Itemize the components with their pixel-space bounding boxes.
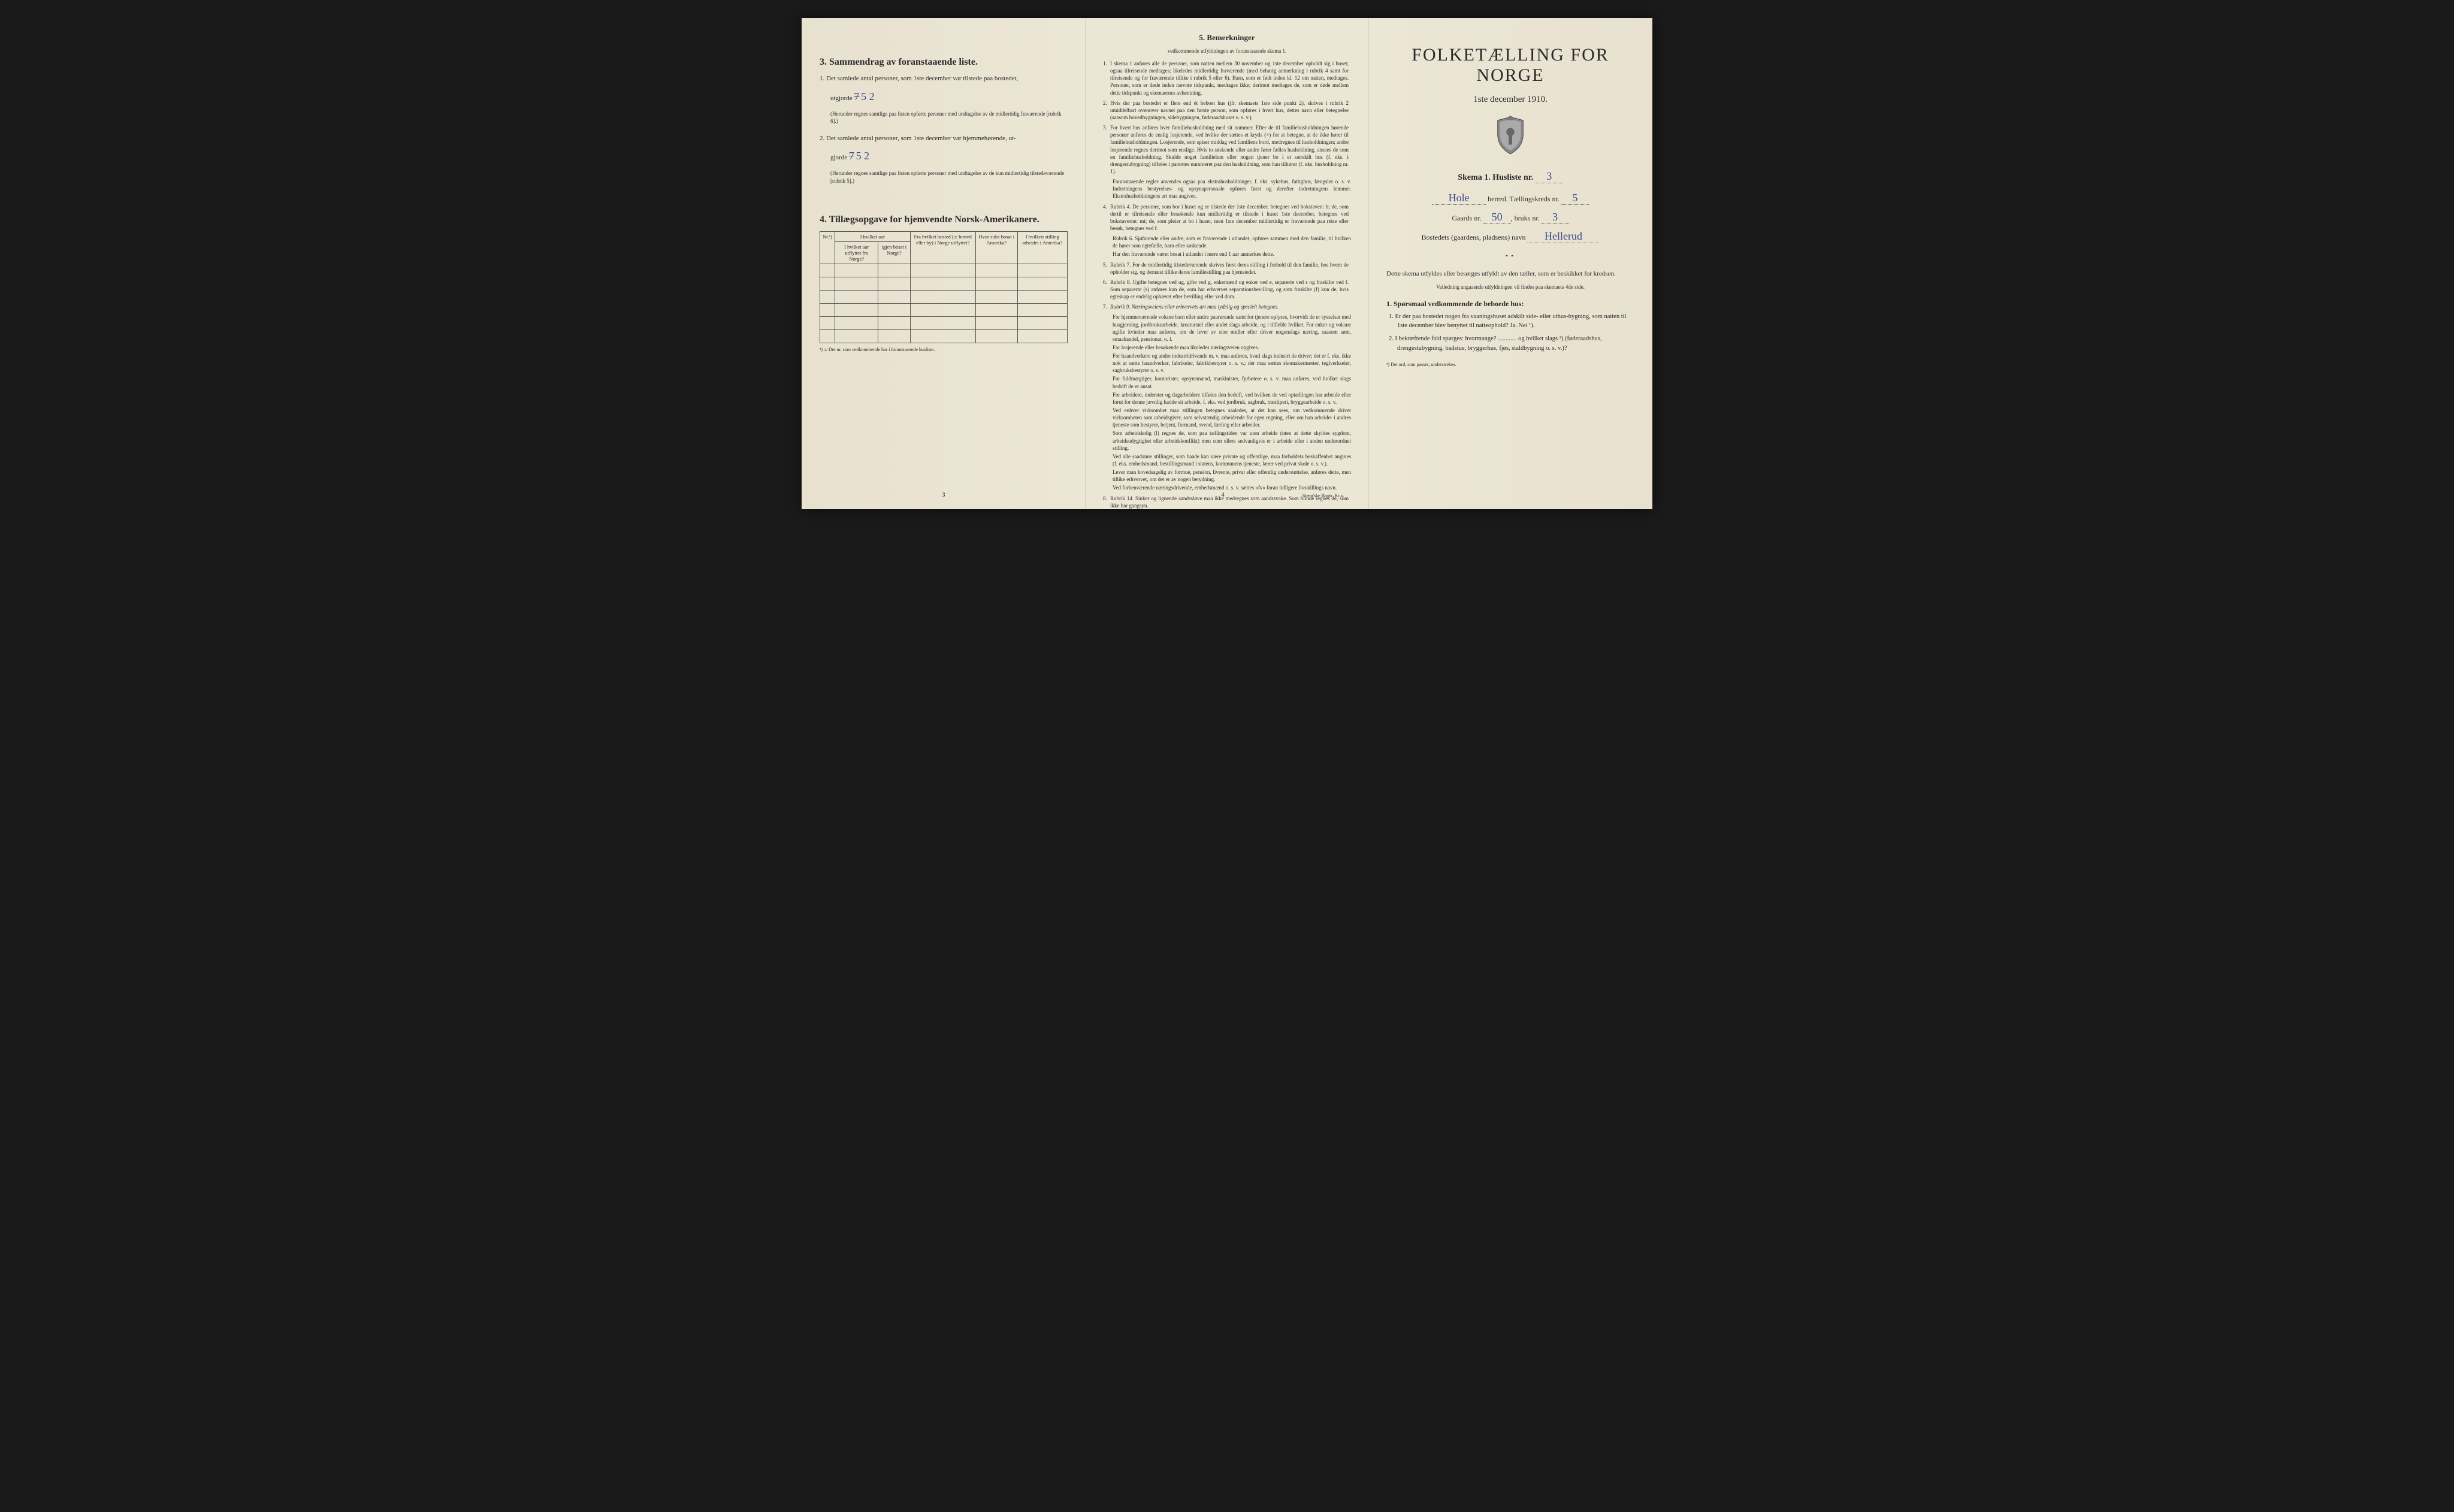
remark-1: 1.I skema 1 anføres alle de personer, so… [1103, 60, 1351, 96]
remarks-title: 5. Bemerkninger [1103, 33, 1351, 43]
document-subtitle: 1ste december 1910. [1386, 95, 1634, 105]
instruction-main: Dette skema utfyldes eller besørges utfy… [1386, 269, 1634, 279]
q2-label: gjorde [830, 154, 847, 161]
page-3: 3. Sammendrag av foranstaaende liste. 1.… [802, 18, 1086, 509]
herred-value: Hole [1432, 192, 1486, 205]
divider: ⋆⋆ [1386, 253, 1634, 259]
col-nr: Nr.¹) [820, 232, 835, 264]
q1-value-line: utgjorde 7 5 2 [830, 89, 1068, 105]
right-footnote: ¹) Det ord, som passer, understrekes. [1386, 362, 1634, 367]
remark-7-sub-h: Ved alle saadanne stillinger, som baade … [1113, 453, 1351, 467]
gaards-label: Gaards nr. [1452, 214, 1481, 222]
remark-7-sub-f: Ved enhver virksomhet maa stillingen bet… [1113, 407, 1351, 428]
q1-note: (Herunder regnes samtlige paa listen opf… [830, 110, 1068, 125]
remark-6: 6.Rubrik 8. Ugifte betegnes ved ug, gift… [1103, 279, 1351, 300]
remark-7-sub-a: For hjemmeværende voksne barn eller andr… [1113, 313, 1351, 343]
page-num-4: 4 [1222, 492, 1225, 498]
remark-7: 7.Rubrik 9. Næringsveiens eller erhverve… [1103, 303, 1351, 310]
remark-4-sub-b: Har den fraværende været bosat i utlande… [1113, 250, 1351, 258]
skema-line: Skema 1. Husliste nr. 3 [1386, 170, 1634, 183]
remark-4-sub-a: Rubrik 6. Sjøfarende eller andre, som er… [1113, 235, 1351, 249]
remark-3-sub: Foranstaaende regler anvendes ogsaa paa … [1113, 178, 1351, 199]
section-4-title: 4. Tillægsopgave for hjemvendte Norsk-Am… [820, 214, 1068, 225]
instruction-sub: Veiledning angaaende utfyldningen vil fi… [1386, 284, 1634, 290]
q2-note: (Herunder regnes samtlige paa listen opf… [830, 170, 1068, 185]
document-spread: 3. Sammendrag av foranstaaende liste. 1.… [802, 18, 1652, 509]
page-num-3: 3 [942, 492, 945, 498]
col-utflyttet: I hvilket aar utflyttet fra Norge? [835, 242, 878, 264]
herred-line: Hole herred. Tællingskreds nr. 5 [1386, 192, 1634, 205]
q2-strike: 7 [849, 148, 854, 164]
col-amerika-bosat: Hvor sidst bosat i Amerika? [975, 232, 1017, 264]
kreds-nr: 5 [1561, 192, 1589, 205]
q1-strike: 7 [854, 89, 859, 105]
q2-text: 2. Det samlede antal personer, som 1ste … [820, 134, 1068, 144]
remark-2: 2.Hvis der paa bostedet er flere end ét … [1103, 99, 1351, 121]
remark-3: 3.For hvert hus anføres hver familiehush… [1103, 124, 1351, 175]
gaards-line: Gaards nr. 50, bruks nr. 3 [1386, 211, 1634, 224]
table-footnote: ¹) ɔ: Det nr. som vedkommende har i fora… [820, 347, 1068, 352]
remark-5: 5.Rubrik 7. For de midlertidig tilstedev… [1103, 261, 1351, 276]
printer-credit: Steen'ske Bogtr. Kr.a. [1302, 493, 1344, 498]
question-heading: 1. Spørsmaal vedkommende de beboede hus: [1386, 300, 1634, 309]
col-igjen: igjen bosat i Norge? [878, 242, 910, 264]
section-3-title: 3. Sammendrag av foranstaaende liste. [820, 57, 1068, 68]
q2-value-line: gjorde 7 5 2 [830, 148, 1068, 164]
remarks-subtitle: vedkommende utfyldningen av foranstaaend… [1103, 48, 1351, 54]
skema-label: Skema 1. Husliste nr. [1458, 173, 1533, 182]
question-2: 2. I bekræftende fald spørges: hvormange… [1397, 334, 1634, 353]
gaards-nr: 50 [1483, 211, 1511, 224]
col-stilling: I hvilken stilling arbeidet i Amerika? [1017, 232, 1067, 264]
bosted-value: Hellerud [1527, 230, 1599, 243]
col-header-group: I hvilket aar [835, 232, 911, 242]
remark-7-sub-i: Lever man hovedsagelig av formue, pensio… [1113, 468, 1351, 483]
bruks-nr: 3 [1542, 211, 1569, 224]
herred-label: herred. Tællingskreds nr. [1488, 195, 1560, 203]
remark-4: 4.Rubrik 4. De personer, som bor i huset… [1103, 203, 1351, 232]
amerika-table: Nr.¹) I hvilket aar Fra hvilket bosted (… [820, 231, 1068, 343]
page-4: 5. Bemerkninger vedkommende utfyldningen… [1086, 18, 1368, 509]
col-bosted: Fra hvilket bosted (ɔ: herred eller by) … [910, 232, 975, 264]
remark-7-sub-e: For arbeidere, inderster og dagarbeidere… [1113, 391, 1351, 406]
husliste-nr: 3 [1536, 170, 1563, 183]
q1-value: 5 2 [861, 89, 875, 105]
question-1: 1. Er der paa bostedet nogen fra vaaning… [1397, 312, 1634, 331]
remark-7-sub-b: For losjerende eller besøkende maa likel… [1113, 344, 1351, 351]
bosted-line: Bostedets (gaardens, pladsens) navn Hell… [1386, 230, 1634, 243]
remark-7-sub-c: For haandverkere og andre industridriven… [1113, 352, 1351, 374]
q1-text: 1. Det samlede antal personer, som 1ste … [820, 74, 1068, 84]
remark-7-sub-g: Som arbeidsledig (l) regnes de, som paa … [1113, 430, 1351, 451]
table-body [820, 264, 1068, 343]
page-title-page: FOLKETÆLLING FOR NORGE 1ste december 191… [1368, 18, 1652, 509]
q2-value: 5 2 [856, 148, 870, 164]
q1-label: utgjorde [830, 95, 853, 102]
coat-of-arms-icon [1386, 116, 1634, 159]
bosted-label: Bostedets (gaardens, pladsens) navn [1422, 233, 1526, 241]
document-title: FOLKETÆLLING FOR NORGE [1386, 45, 1634, 86]
bruks-label: bruks nr. [1515, 214, 1540, 222]
remark-7-sub-j: Ved forhenværende næringsdrivende, embed… [1113, 484, 1351, 491]
remark-7-sub-d: For fuldmægtiger, kontorister, opsynsmæn… [1113, 375, 1351, 389]
